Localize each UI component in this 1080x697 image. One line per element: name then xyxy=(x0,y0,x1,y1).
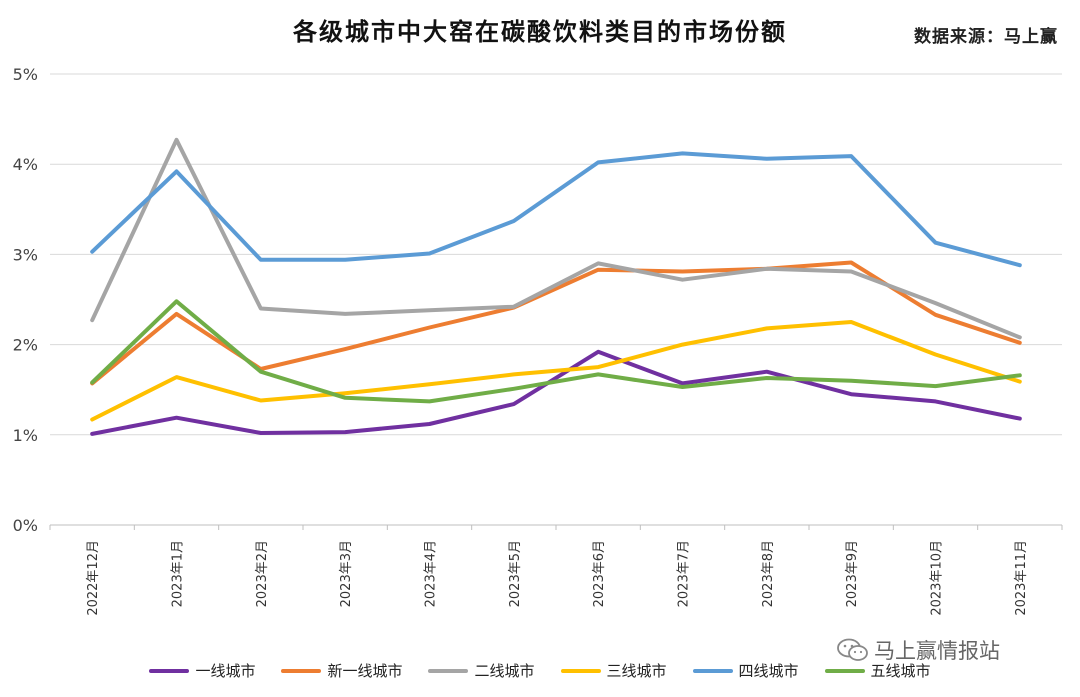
legend-swatch xyxy=(560,668,601,673)
legend-label: 二线城市 xyxy=(474,662,535,680)
legend-swatch xyxy=(428,668,469,673)
data-source: 数据来源：马上赢 xyxy=(914,22,1058,47)
watermark-text: 马上赢情报站 xyxy=(874,639,1000,663)
x-tick-label: 2023年1月 xyxy=(171,540,186,607)
y-tick-label: 2% xyxy=(13,336,38,355)
legend-swatch xyxy=(149,668,190,673)
x-tick-label: 2023年4月 xyxy=(424,540,439,607)
x-tick-label: 2023年10月 xyxy=(930,540,945,616)
legend-swatch xyxy=(281,668,322,673)
legend-label: 五线城市 xyxy=(870,662,931,680)
series-line-5 xyxy=(90,151,1022,268)
chart-legend: 一线城市 新一线城市 二线城市 三线城市 四线城市 五线城市 xyxy=(0,660,1080,681)
y-tick-label: 1% xyxy=(13,426,38,445)
x-tick-label: 2023年11月 xyxy=(1014,540,1029,616)
x-tick-label: 2023年7月 xyxy=(677,540,692,607)
legend-label: 四线城市 xyxy=(738,662,799,680)
legend-swatch xyxy=(824,668,865,673)
x-tick-label: 2023年5月 xyxy=(508,540,523,607)
legend-item: 四线城市 xyxy=(692,660,799,681)
source-value: 马上赢 xyxy=(1004,27,1058,47)
y-tick-label: 3% xyxy=(13,245,38,264)
y-tick-label: 5% xyxy=(13,65,38,84)
wechat-icon xyxy=(837,638,868,661)
legend-item: 五线城市 xyxy=(824,660,931,681)
legend-item: 一线城市 xyxy=(149,660,255,681)
legend-label: 三线城市 xyxy=(606,662,667,680)
series-line-3 xyxy=(90,137,1022,340)
x-tick-label: 2023年2月 xyxy=(255,540,270,607)
x-tick-label: 2023年8月 xyxy=(761,540,776,607)
series-line-4 xyxy=(90,320,1022,422)
chart-title: 各级城市中大窑在碳酸饮料类目的市场份额 xyxy=(293,17,787,46)
legend-item: 二线城市 xyxy=(428,660,535,681)
watermark: 马上赢情报站 xyxy=(836,636,1000,664)
y-tick-label: 0% xyxy=(13,516,38,535)
legend-label: 新一线城市 xyxy=(327,662,403,680)
x-tick-label: 2022年12月 xyxy=(86,540,101,616)
x-tick-label: 2023年9月 xyxy=(845,540,860,607)
y-tick-label: 4% xyxy=(13,155,38,174)
series-line-1 xyxy=(90,349,1022,436)
series-line-6 xyxy=(90,299,1022,404)
x-tick-label: 2023年3月 xyxy=(339,540,354,607)
x-tick-label: 2023年6月 xyxy=(592,540,607,607)
legend-item: 三线城市 xyxy=(560,660,667,681)
legend-label: 一线城市 xyxy=(195,662,256,680)
legend-item: 新一线城市 xyxy=(281,660,402,681)
source-label: 数据来源： xyxy=(914,27,1004,47)
legend-swatch xyxy=(692,668,733,673)
